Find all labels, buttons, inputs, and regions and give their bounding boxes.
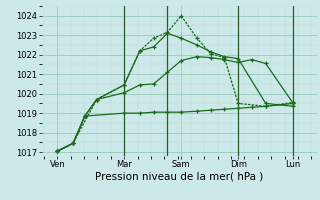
X-axis label: Pression niveau de la mer( hPa ): Pression niveau de la mer( hPa ): [95, 172, 263, 182]
